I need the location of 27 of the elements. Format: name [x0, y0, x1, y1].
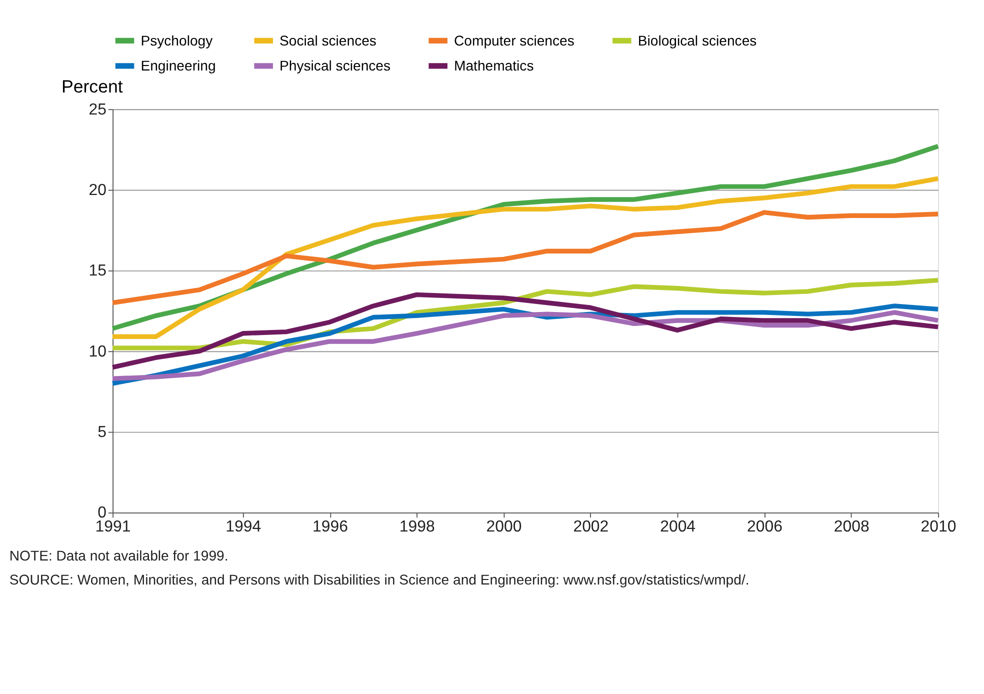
y-axis-title: Percent — [61, 76, 123, 97]
x-tick-label: 2000 — [486, 518, 522, 536]
x-tick-label: 2006 — [746, 518, 783, 536]
text: NOTE: Data not available for 1999. — [9, 547, 228, 564]
source-note: SOURCE: Women, Minorities, and Persons with Disabilities in Science and Engineering: www.nsf.gov/statistics/wmpd/. — [9, 572, 750, 588]
legend-label: Physical sciences — [280, 58, 391, 74]
x-tick-label: 1994 — [226, 518, 262, 536]
legend-label: Biological sciences — [638, 32, 757, 48]
y-tick-label: 5 — [98, 424, 107, 441]
line-series — [110, 292, 940, 370]
x-tick-label: 1996 — [312, 518, 348, 536]
x-tick-label: 2004 — [660, 518, 696, 536]
y-tick-label: 20 — [88, 182, 107, 199]
x-tick-label: 2002 — [573, 518, 609, 536]
y-tick-label: 15 — [88, 262, 107, 280]
y-tick-label: 10 — [88, 343, 107, 360]
legend-label: Engineering — [140, 58, 216, 74]
line-series — [110, 144, 940, 331]
x-tick-label: 2010 — [920, 518, 956, 536]
legend-label: Mathematics — [454, 58, 534, 74]
legend-label: Computer sciences — [454, 32, 574, 48]
line-series — [110, 210, 940, 306]
legend-label: Psychology — [140, 32, 213, 48]
x-tick-label: 2008 — [834, 518, 870, 536]
y-tick-label: 25 — [88, 101, 107, 118]
x-tick-label: 1998 — [399, 518, 436, 536]
legend-label: Social sciences — [280, 32, 376, 48]
